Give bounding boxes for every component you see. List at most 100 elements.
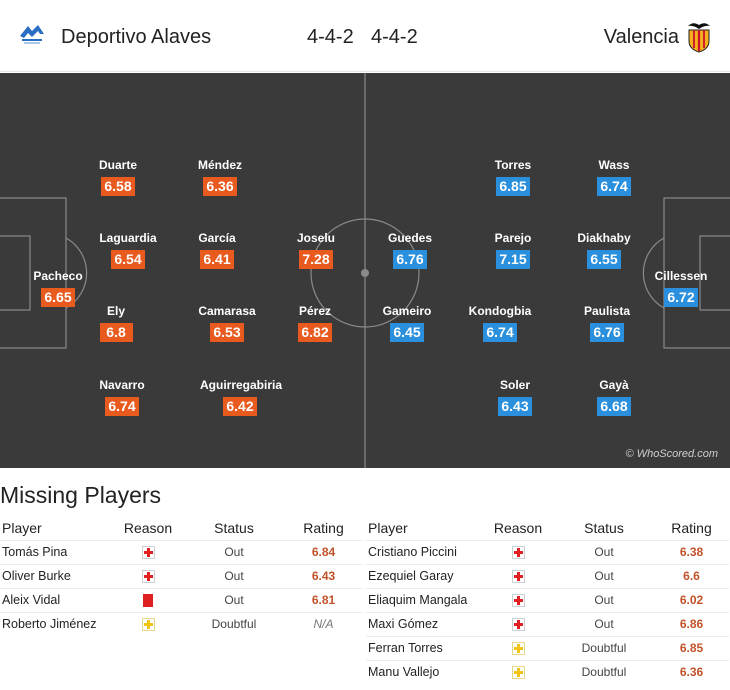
home-player-duarte[interactable]: Duarte 6.58 <box>78 158 158 196</box>
pitch: Pacheco 6.65 Duarte 6.58 Laguardia 6.54 … <box>0 73 730 468</box>
player-rating: 6.58 <box>101 177 135 196</box>
reason-cell <box>482 587 554 612</box>
player-name: García <box>198 231 236 245</box>
reason-cell <box>112 611 184 636</box>
rating-cell: 6.36 <box>654 659 729 684</box>
away-player-soler[interactable]: Soler 6.43 <box>475 378 555 416</box>
away-player-gameiro[interactable]: Gameiro 6.45 <box>367 304 447 342</box>
reason-cell <box>112 587 184 612</box>
alaves-crest-icon[interactable] <box>18 22 46 44</box>
away-player-kondogbia[interactable]: Kondogbia 6.74 <box>460 304 540 342</box>
player-name: Guedes <box>387 231 432 245</box>
reason-cell <box>482 659 554 684</box>
player-rating: 6.76 <box>590 323 624 342</box>
home-player-mendez[interactable]: Méndez 6.36 <box>180 158 260 196</box>
player-rating: 6.53 <box>210 323 244 342</box>
status-cell: Out <box>554 611 654 636</box>
away-player-torres[interactable]: Torres 6.85 <box>473 158 553 196</box>
away-player-gaya[interactable]: Gayà 6.68 <box>574 378 654 416</box>
rating-cell: 6.38 <box>654 539 729 564</box>
player-name: Wass <box>598 158 630 172</box>
missing-player-name[interactable]: Aleix Vidal <box>0 587 112 612</box>
player-name: Torres <box>494 158 532 172</box>
status-cell: Out <box>554 587 654 612</box>
home-player-ely[interactable]: Ely 6.8 <box>76 304 156 342</box>
missing-player-name[interactable]: Manu Vallejo <box>366 659 482 684</box>
table-row: Maxi Gómez Out 6.86 <box>366 611 729 636</box>
home-formation: 4-4-2 <box>307 26 354 48</box>
red-card-icon <box>143 594 153 608</box>
missing-player-name[interactable]: Cristiano Piccini <box>366 539 482 564</box>
player-rating: 6.68 <box>597 397 631 416</box>
missing-player-name[interactable]: Ezequiel Garay <box>366 563 482 588</box>
player-name: Méndez <box>197 158 242 172</box>
home-player-aguirregabiria[interactable]: Aguirregabiria 6.42 <box>200 378 283 416</box>
player-rating: 6.45 <box>390 323 424 342</box>
home-player-joselu[interactable]: Joselu 7.28 <box>276 231 356 269</box>
status-cell: Out <box>554 563 654 588</box>
doubtful-cross-icon <box>511 666 525 680</box>
player-rating: 6.8 <box>99 323 133 342</box>
home-team-name[interactable]: Deportivo Alaves <box>61 26 212 48</box>
away-player-wass[interactable]: Wass 6.74 <box>574 158 654 196</box>
missing-player-name[interactable]: Maxi Gómez <box>366 611 482 636</box>
table-row: Ferran Torres Doubtful 6.85 <box>366 635 729 660</box>
home-player-navarro[interactable]: Navarro 6.74 <box>82 378 162 416</box>
away-team-name[interactable]: Valencia <box>603 26 679 48</box>
missing-players-title: Missing Players <box>0 482 162 508</box>
home-player-perez[interactable]: Pérez 6.82 <box>275 304 355 342</box>
player-name: Joselu <box>296 231 335 245</box>
column-header-player[interactable]: Player <box>2 519 42 536</box>
column-header-status[interactable]: Status <box>214 519 254 536</box>
column-header-reason[interactable]: Reason <box>123 519 173 536</box>
player-rating: 7.28 <box>299 250 333 269</box>
status-cell: Doubtful <box>184 611 284 636</box>
rating-cell: 6.6 <box>654 563 729 588</box>
away-player-diakhaby[interactable]: Diakhaby 6.55 <box>564 231 644 269</box>
player-name: Cillessen <box>654 269 708 283</box>
player-name: Parejo <box>494 231 532 245</box>
home-player-camarasa[interactable]: Camarasa 6.53 <box>187 304 267 342</box>
whoscored-credit: © WhoScored.com <box>625 448 718 460</box>
rating-cell: 6.02 <box>654 587 729 612</box>
missing-player-name[interactable]: Eliaquim Mangala <box>366 587 482 612</box>
player-name: Duarte <box>98 158 137 172</box>
player-rating: 6.65 <box>41 288 75 307</box>
status-cell: Out <box>184 587 284 612</box>
home-player-pacheco[interactable]: Pacheco 6.65 <box>18 269 98 307</box>
column-header-status[interactable]: Status <box>584 519 624 536</box>
missing-player-name[interactable]: Oliver Burke <box>0 563 112 588</box>
home-missing-table: Player Reason Status Rating Tomás Pina O… <box>0 516 363 636</box>
rating-cell: N/A <box>284 611 363 636</box>
away-player-paulista[interactable]: Paulista 6.76 <box>567 304 647 342</box>
table-row: Roberto Jiménez Doubtful N/A <box>0 611 363 636</box>
missing-player-name[interactable]: Roberto Jiménez <box>0 611 112 636</box>
status-cell: Out <box>184 563 284 588</box>
home-player-laguardia[interactable]: Laguardia 6.54 <box>88 231 168 269</box>
home-player-garcia[interactable]: García 6.41 <box>177 231 257 269</box>
status-cell: Out <box>554 539 654 564</box>
column-header-reason[interactable]: Reason <box>493 519 543 536</box>
player-name: Camarasa <box>198 304 256 318</box>
player-rating: 6.74 <box>597 177 631 196</box>
player-name: Aguirregabiria <box>200 378 283 392</box>
missing-player-name[interactable]: Tomás Pina <box>0 539 112 564</box>
away-player-cillessen[interactable]: Cillessen 6.72 <box>641 269 721 307</box>
match-header: Deportivo Alaves 4-4-2 4-4-2 Valencia <box>0 0 730 72</box>
column-header-player[interactable]: Player <box>368 519 408 536</box>
player-rating: 6.36 <box>203 177 237 196</box>
missing-player-name[interactable]: Ferran Torres <box>366 635 482 660</box>
column-header-rating[interactable]: Rating <box>671 519 712 536</box>
away-player-parejo[interactable]: Parejo 7.15 <box>473 231 553 269</box>
rating-cell: 6.86 <box>654 611 729 636</box>
column-header-rating[interactable]: Rating <box>303 519 344 536</box>
player-rating: 6.74 <box>105 397 139 416</box>
player-name: Soler <box>499 378 530 392</box>
valencia-bat-crest-icon[interactable] <box>686 21 712 53</box>
away-player-guedes[interactable]: Guedes 6.76 <box>370 231 450 269</box>
doubtful-cross-icon <box>141 618 155 632</box>
pitch-lines <box>0 73 730 468</box>
table-row: Manu Vallejo Doubtful 6.36 <box>366 659 729 684</box>
status-cell: Doubtful <box>554 635 654 660</box>
reason-cell <box>482 563 554 588</box>
